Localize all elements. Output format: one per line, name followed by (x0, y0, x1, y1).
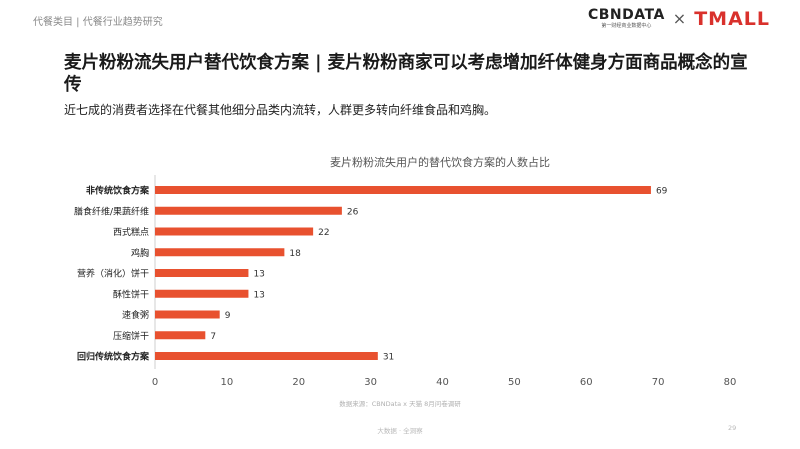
data-label: 26 (347, 207, 359, 217)
data-label: 7 (210, 332, 216, 342)
x-tick-label: 40 (436, 377, 449, 388)
bar (155, 310, 220, 319)
data-source-note: 数据来源：CBNData x 天猫 8月问卷调研 (339, 400, 461, 408)
data-label: 22 (318, 228, 329, 238)
category-label: 膳食纤维/果蔬纤维 (74, 205, 149, 217)
data-label: 9 (225, 311, 231, 321)
breadcrumb: 代餐类目 | 代餐行业趋势研究 (33, 17, 163, 28)
category-label: 压缩饼干 (113, 330, 149, 342)
x-tick-label: 0 (152, 377, 158, 388)
page-number: 29 (728, 424, 737, 432)
bar (155, 248, 285, 257)
footer-text: 大数据 · 全洞察 (377, 427, 423, 435)
category-label: 速食粥 (122, 309, 149, 321)
bar (155, 206, 342, 215)
data-label: 31 (383, 353, 394, 363)
cbndata-logo-text: CBNDATA (587, 7, 665, 23)
category-label: 鸡胸 (131, 247, 149, 259)
bar (155, 186, 651, 194)
bar (155, 269, 249, 277)
category-label: 非传统饮食方案 (86, 185, 150, 197)
chart-title: 麦片粉粉流失用户的替代饮食方案的人数占比 (330, 155, 550, 169)
cbndata-logo: CBNDATA 第一财经商业数据中心 (587, 7, 665, 30)
bar (155, 289, 249, 298)
bar (155, 331, 206, 340)
cbndata-logo-subtext: 第一财经商业数据中心 (601, 23, 652, 29)
brand-logos: CBNDATA 第一财经商业数据中心 × TMALL (587, 7, 770, 30)
bar (155, 352, 378, 360)
x-tick-label: 30 (364, 377, 377, 388)
logo-separator: × (672, 8, 687, 28)
page-title: 麦片粉粉流失用户替代饮食方案 | 麦片粉粉商家可以考虑增加纤体健身方面商品概念的… (64, 53, 748, 95)
bar (155, 227, 314, 236)
category-label: 西式糕点 (113, 226, 149, 238)
category-label: 营养（消化）饼干 (77, 268, 149, 280)
tmall-logo: TMALL (694, 7, 770, 30)
x-tick-label: 20 (292, 377, 305, 388)
x-tick-label: 80 (724, 377, 737, 388)
category-label: 回归传统饮食方案 (77, 351, 150, 363)
data-label: 13 (253, 270, 264, 280)
x-tick-label: 50 (508, 377, 521, 388)
page-subtitle: 近七成的消费者选择在代餐其他细分品类内流转，人群更多转向纤维食品和鸡胸。 (64, 103, 497, 117)
x-tick-label: 60 (580, 377, 593, 388)
x-tick-label: 70 (652, 377, 665, 388)
x-tick-label: 10 (221, 377, 234, 388)
data-label: 69 (656, 187, 668, 197)
data-label: 18 (289, 249, 301, 259)
category-label: 酥性饼干 (113, 288, 149, 300)
data-label: 13 (253, 290, 264, 300)
